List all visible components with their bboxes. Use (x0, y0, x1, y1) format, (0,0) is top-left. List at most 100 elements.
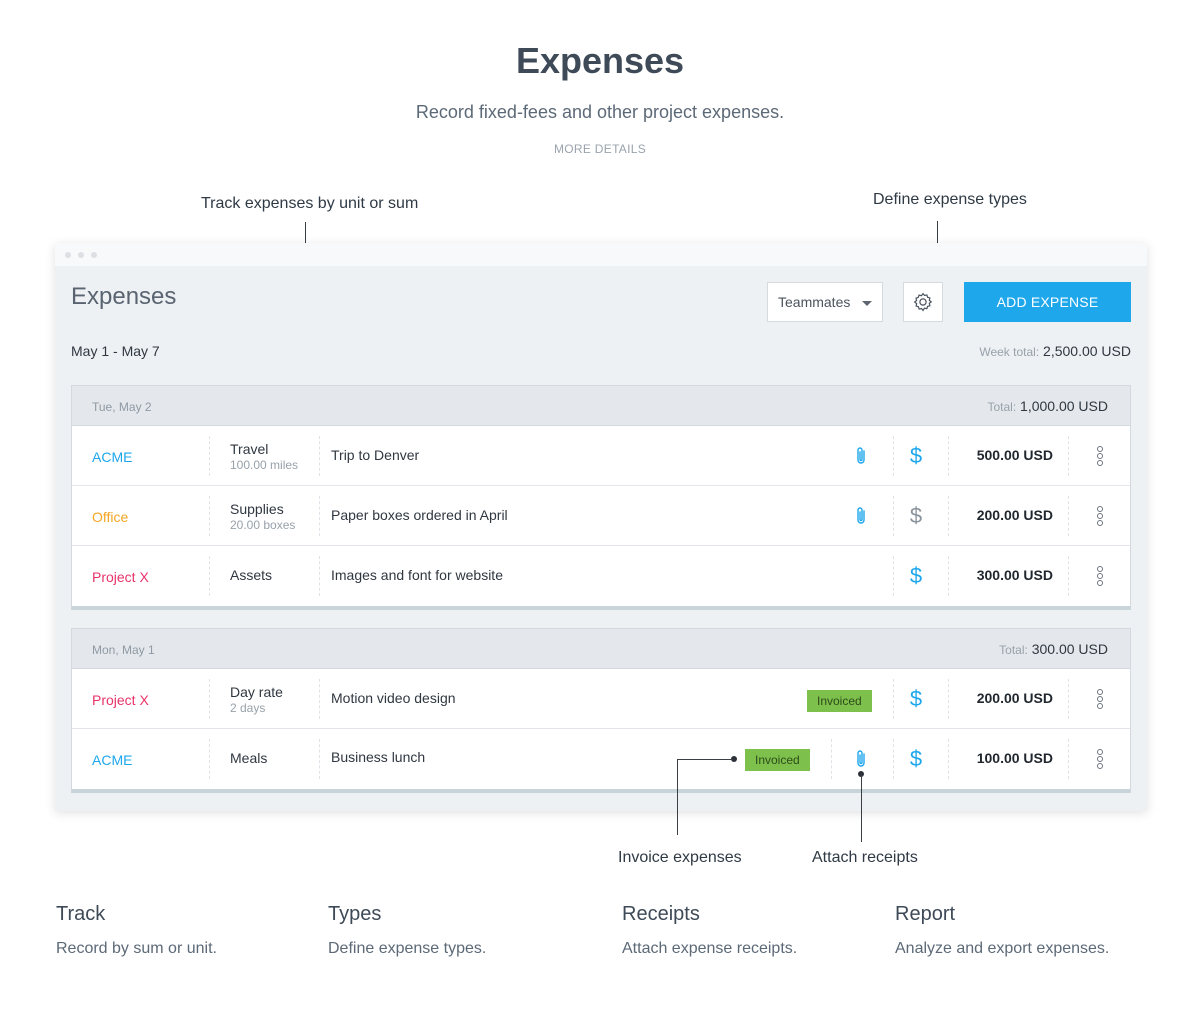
dollar-icon: $ (909, 503, 923, 528)
window-control-dot (91, 252, 97, 258)
project-link[interactable]: ACME (92, 449, 133, 465)
callout-attach: Attach receipts (812, 849, 918, 866)
column-divider (948, 436, 949, 476)
column-divider (319, 739, 320, 779)
day-total-label: Total: (999, 643, 1028, 657)
callout-invoice-dot (731, 756, 737, 762)
column-divider (893, 496, 894, 536)
column-divider (948, 556, 949, 596)
expense-amount: 100.00 USD (976, 750, 1053, 766)
day-group-total: Total: 300.00 USD (999, 641, 1108, 657)
expense-quantity: 20.00 boxes (230, 518, 296, 532)
row-menu-button[interactable] (1088, 747, 1112, 771)
attachment-button[interactable] (849, 444, 873, 468)
project-link[interactable]: Project X (92, 692, 149, 708)
callout-invoice: Invoice expenses (618, 849, 742, 866)
callout-invoice-line (677, 759, 678, 835)
expense-amount: 200.00 USD (976, 507, 1053, 523)
feature-description: Define expense types. (328, 940, 487, 957)
feature-title: Report (895, 903, 956, 925)
gear-icon (913, 292, 933, 312)
callout-track: Track expenses by unit or sum (201, 195, 419, 212)
attachment-button[interactable] (849, 504, 873, 528)
billable-toggle[interactable]: $ (904, 563, 928, 588)
row-menu-button[interactable] (1088, 564, 1112, 588)
settings-button[interactable] (903, 282, 943, 322)
column-divider (209, 679, 210, 719)
column-divider (1068, 436, 1069, 476)
day-total-value: 300.00 USD (1031, 641, 1108, 657)
day-group-header: Mon, May 1 Total: 300.00 USD (72, 629, 1130, 669)
column-divider (1068, 679, 1069, 719)
billable-toggle[interactable]: $ (904, 503, 928, 528)
teammates-dropdown[interactable]: Teammates (767, 282, 883, 322)
expense-quantity: 100.00 miles (230, 458, 299, 472)
expense-description: Images and font for website (331, 567, 503, 583)
row-menu-button[interactable] (1088, 687, 1112, 711)
attachment-button[interactable] (849, 747, 873, 771)
paperclip-icon (857, 447, 865, 464)
dollar-icon: $ (909, 746, 923, 771)
day-group-date: Mon, May 1 (92, 643, 155, 657)
project-link[interactable]: ACME (92, 752, 133, 768)
week-total-value: 2,500.00 USD (1043, 343, 1131, 359)
row-menu-button[interactable] (1088, 504, 1112, 528)
invoiced-badge[interactable]: Invoiced (745, 749, 810, 771)
expense-description: Paper boxes ordered in April (331, 507, 508, 523)
day-group: Tue, May 2 Total: 1,000.00 USD ACME Trav… (71, 385, 1131, 610)
column-divider (893, 739, 894, 779)
paperclip-icon (857, 750, 865, 767)
expense-quantity: 2 days (230, 701, 266, 715)
column-divider (209, 739, 210, 779)
project-link[interactable]: Office (92, 509, 129, 525)
billable-toggle[interactable]: $ (904, 746, 928, 771)
expense-type: Travel 100.00 miles (230, 441, 298, 472)
column-divider (948, 496, 949, 536)
more-details-link[interactable]: MORE DETAILS (553, 142, 647, 156)
column-divider (319, 496, 320, 536)
app-title: Expenses (71, 283, 177, 310)
expense-row[interactable]: Project X Day rate 2 days Motion video d… (72, 669, 1130, 729)
expense-type-label: Day rate (230, 684, 283, 700)
chevron-down-icon (862, 301, 872, 306)
callout-invoice-line (677, 759, 734, 760)
window-titlebar (55, 243, 1147, 266)
billable-toggle[interactable]: $ (904, 443, 928, 468)
expense-row[interactable]: ACME Meals Business lunch Invoiced $ 100… (72, 729, 1130, 789)
feature-description: Record by sum or unit. (56, 940, 217, 957)
billable-toggle[interactable]: $ (904, 686, 928, 711)
day-group-date: Tue, May 2 (92, 400, 152, 414)
expense-amount: 200.00 USD (976, 690, 1053, 706)
expense-type-label: Assets (230, 567, 273, 583)
add-expense-button[interactable]: ADD EXPENSE (964, 282, 1131, 322)
column-divider (209, 436, 210, 476)
column-divider (948, 739, 949, 779)
expense-row[interactable]: Project X Assets Images and font for web… (72, 546, 1130, 606)
expense-row[interactable]: ACME Travel 100.00 miles Trip to Denver … (72, 426, 1130, 486)
dollar-icon: $ (909, 443, 923, 468)
feature-description: Attach expense receipts. (622, 940, 798, 957)
column-divider (1068, 739, 1069, 779)
expense-type-label: Travel (230, 441, 269, 457)
column-divider (209, 556, 210, 596)
column-divider (1068, 556, 1069, 596)
column-divider (831, 739, 832, 779)
teammates-label: Teammates (778, 294, 851, 310)
column-divider (319, 436, 320, 476)
paperclip-icon (857, 507, 865, 524)
column-divider (1068, 496, 1069, 536)
expense-type: Day rate 2 days (230, 684, 283, 715)
expense-description: Trip to Denver (331, 447, 420, 463)
column-divider (948, 679, 949, 719)
row-menu-button[interactable] (1088, 444, 1112, 468)
callout-define: Define expense types (873, 191, 1027, 208)
project-link[interactable]: Project X (92, 569, 149, 585)
feature-title: Track (56, 903, 106, 925)
week-total: Week total: 2,500.00 USD (979, 343, 1131, 359)
window-control-dot (78, 252, 84, 258)
invoiced-badge[interactable]: Invoiced (807, 690, 872, 712)
app-window: Expenses Teammates ADD EXPENSE May 1 - M… (55, 243, 1147, 811)
expense-type-label: Supplies (230, 501, 284, 517)
page-subtitle: Record fixed-fees and other project expe… (415, 102, 785, 122)
expense-row[interactable]: Office Supplies 20.00 boxes Paper boxes … (72, 486, 1130, 546)
